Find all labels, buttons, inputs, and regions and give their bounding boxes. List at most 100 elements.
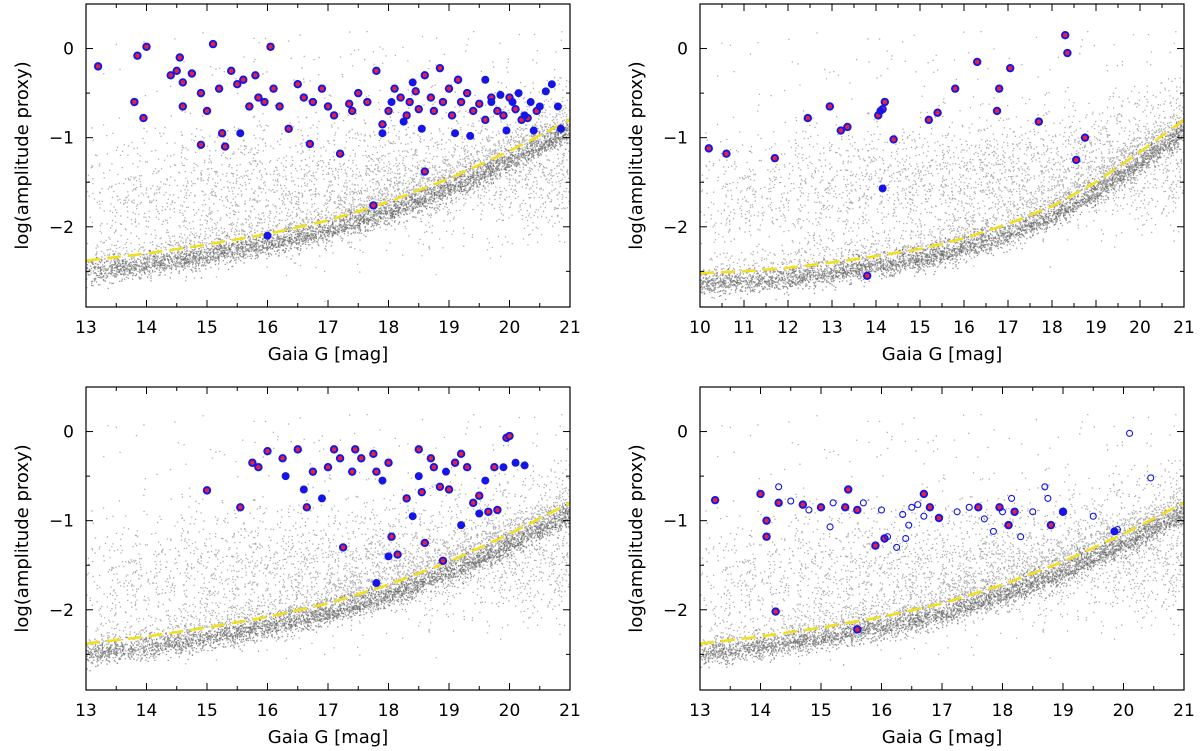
data-point [980, 515, 988, 523]
data-point-core [1062, 32, 1068, 38]
data-point-core [422, 540, 428, 546]
x-tick-label: 18 [378, 318, 400, 338]
data-point-core [446, 86, 452, 91]
data-point-core [95, 64, 101, 69]
data-point [1059, 507, 1067, 516]
data-point [408, 512, 417, 521]
data-point-core [210, 41, 216, 47]
data-point [387, 98, 396, 107]
data-point-core [422, 72, 428, 78]
data-point-core [374, 68, 379, 74]
data-point-core [827, 104, 833, 109]
y-axis-label: log(amplitude proxy) [12, 61, 33, 249]
x-tick-label: 15 [196, 701, 218, 721]
data-point-core [952, 86, 958, 91]
data-point-core [458, 451, 464, 457]
data-point-core [241, 77, 246, 83]
x-tick-label: 19 [1085, 318, 1107, 338]
data-point [553, 102, 562, 111]
data-point-core [262, 99, 267, 105]
data-point-core [349, 108, 355, 114]
data-point [499, 463, 508, 472]
data-point-core [994, 108, 1000, 114]
data-point [508, 98, 517, 107]
data-point-core [416, 447, 422, 452]
data-point-core [431, 464, 437, 470]
data-point [914, 501, 922, 509]
x-tick-label: 20 [499, 318, 521, 338]
data-point [1089, 512, 1097, 520]
data-point [1017, 533, 1025, 541]
data-point [529, 126, 538, 135]
data-point [547, 80, 556, 89]
data-point [263, 231, 272, 240]
x-tick-label: 15 [196, 318, 218, 338]
data-point-core [486, 509, 491, 515]
data-point-core [1006, 522, 1011, 528]
series-red-core [710, 485, 1068, 634]
data-point-core [386, 460, 391, 466]
data-point-core [936, 515, 942, 521]
data-point-core [174, 68, 180, 74]
data-point-core [404, 496, 409, 501]
data-point-core [838, 128, 844, 133]
data-point-core [470, 108, 476, 114]
data-point-core [380, 122, 385, 127]
data-point-core [974, 59, 980, 65]
data-point-core [976, 505, 981, 510]
data-point-core [304, 505, 310, 510]
data-point-core [371, 203, 376, 208]
data-point-core [358, 455, 364, 461]
data-point-core [177, 55, 183, 60]
data-point-core [935, 110, 940, 116]
data-point [877, 506, 886, 514]
data-point-core [228, 68, 234, 74]
y-tick-label: −1 [663, 129, 688, 149]
data-point [417, 124, 426, 133]
x-tick-label: 21 [559, 318, 581, 338]
data-point-core [277, 104, 282, 109]
data-point-core [805, 115, 811, 121]
x-tick-label: 21 [1173, 701, 1195, 721]
background-star-cloud [86, 414, 570, 672]
data-point [520, 461, 529, 470]
data-point [535, 102, 544, 111]
y-tick-label: 0 [63, 423, 74, 443]
x-tick-label: 14 [750, 701, 772, 721]
x-tick-label: 20 [499, 701, 521, 721]
data-point [989, 527, 997, 535]
data-point-core [513, 106, 518, 112]
data-point-core [706, 146, 712, 151]
data-point-core [464, 464, 470, 470]
data-point [514, 89, 523, 98]
data-point-core [365, 99, 370, 105]
x-axis-label: Gaia G [mag] [882, 727, 1002, 748]
data-point-core [256, 95, 261, 100]
data-point-core [495, 108, 500, 114]
data-point-core [295, 81, 301, 87]
x-tick-label: 19 [438, 318, 460, 338]
x-tick-label: 17 [317, 701, 339, 721]
data-point-core [349, 469, 355, 474]
data-point-core [135, 53, 140, 58]
data-point-core [800, 502, 806, 507]
data-point [526, 98, 535, 107]
background-star-cloud [86, 31, 570, 302]
data-point-core [180, 104, 186, 109]
data-point-core [845, 124, 850, 130]
data-point [998, 508, 1007, 516]
data-point [487, 98, 496, 107]
data-point-core [776, 500, 781, 506]
data-point-core [247, 104, 252, 109]
data-point-core [132, 99, 137, 105]
x-tick-label: 20 [1113, 701, 1135, 721]
data-point-core [501, 113, 506, 118]
data-point-core [310, 469, 316, 474]
data-point [787, 497, 795, 505]
data-point [1029, 508, 1037, 516]
data-point-core [428, 95, 434, 100]
x-tick-label: 17 [317, 318, 339, 338]
data-point [384, 552, 393, 561]
data-point-core [1012, 509, 1017, 515]
x-tick-label: 13 [689, 701, 711, 721]
